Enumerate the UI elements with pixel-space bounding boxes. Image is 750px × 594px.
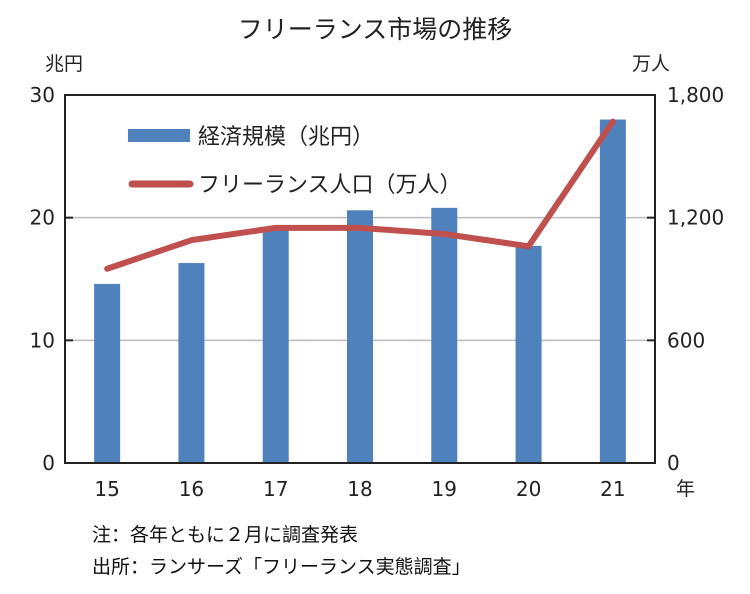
left-axis-unit: 兆円: [45, 53, 83, 75]
x-tick-label: 18: [347, 477, 372, 501]
right-tick-label: 0: [667, 451, 680, 475]
bar: [431, 207, 458, 463]
plot-frame: [64, 94, 656, 464]
legend-line-label: フリーランス人口（万人）: [198, 173, 462, 198]
left-tick-label: 0: [42, 451, 55, 475]
right-tick-label: 1,200: [667, 206, 724, 230]
right-tick-label: 1,800: [667, 83, 724, 107]
right-axis-unit: 万人: [632, 53, 670, 75]
chart-svg: フリーランス市場の推移 兆円 万人 年 0 0 10 600 20 1,200 30 1,80…: [30, 15, 725, 501]
x-tick-label: 17: [263, 477, 288, 501]
legend-bar-swatch: [128, 129, 190, 142]
left-tick-label: 30: [30, 83, 55, 107]
bar: [262, 229, 289, 463]
x-tick-label: 20: [516, 477, 541, 501]
legend: 経済規模（兆円） フリーランス人口（万人）: [128, 125, 462, 198]
left-tick-label: 20: [30, 206, 55, 230]
chart-title: フリーランス市場の推移: [238, 15, 513, 44]
bar: [599, 119, 626, 464]
source-text: 出所：ランサーズ「フリーランス実態調査」: [92, 556, 471, 578]
legend-bar-label: 経済規模（兆円）: [198, 125, 374, 150]
left-tick-label: 10: [30, 328, 55, 352]
x-tick-label: 19: [432, 477, 457, 501]
bar: [178, 263, 205, 463]
note-text: 注：各年ともに２月に調査発表: [92, 524, 359, 546]
x-tick-label: 15: [94, 477, 119, 501]
bar: [347, 210, 373, 463]
right-tick-label: 600: [667, 328, 705, 352]
bar: [94, 283, 121, 463]
bar: [515, 245, 542, 463]
x-tick-label: 21: [600, 477, 625, 501]
x-tick-label: 16: [179, 477, 204, 501]
x-axis-unit: 年: [676, 478, 695, 500]
